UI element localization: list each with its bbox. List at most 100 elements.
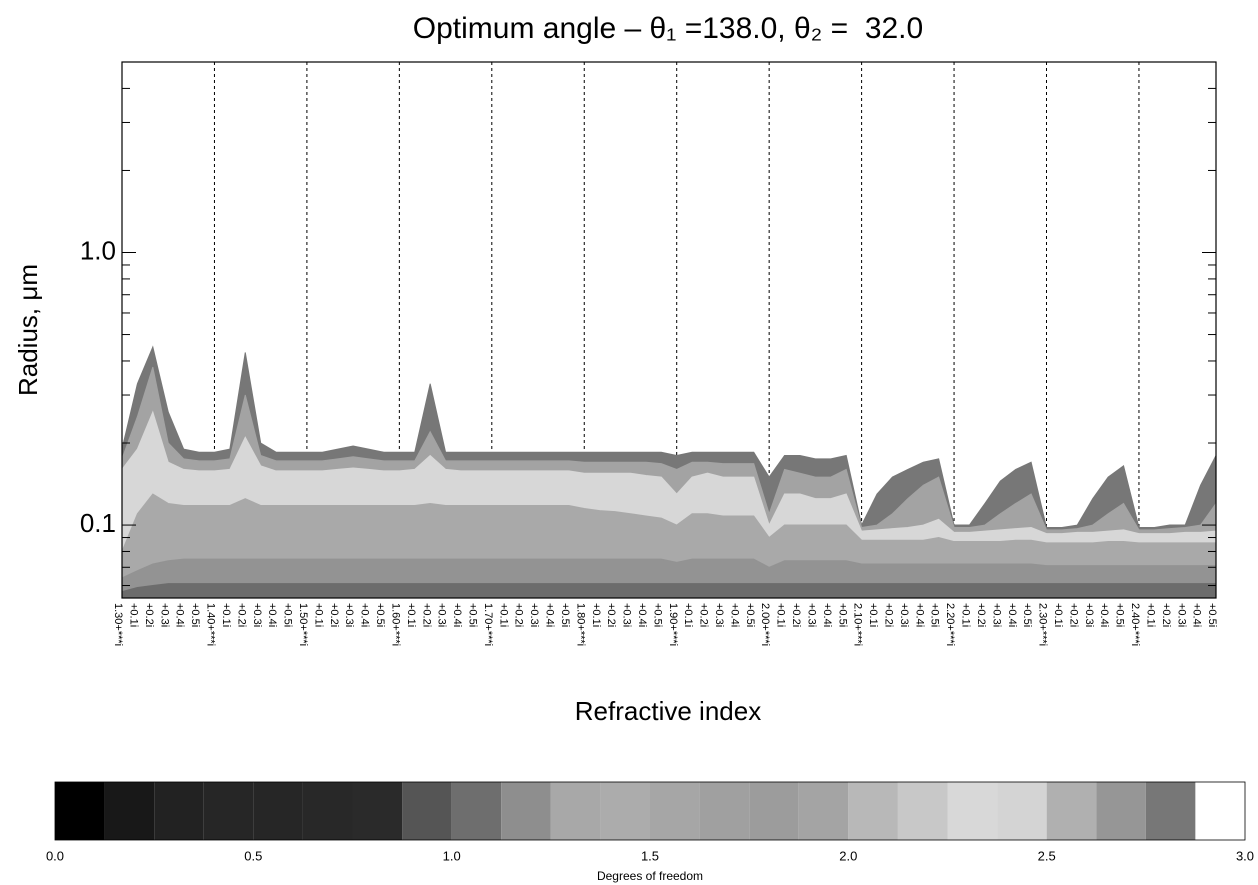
y-tick-label: 0.1 (80, 508, 116, 538)
colorbar-box (600, 782, 650, 840)
x-tick-label: +0.5i (559, 603, 571, 627)
x-tick-label: +0.1i (1144, 603, 1156, 627)
colorbar-tick-label: 2.0 (839, 848, 857, 863)
x-tick-label: +0.2i (790, 603, 802, 627)
x-tick-label: +0.3i (1175, 603, 1187, 627)
x-tick-label: +0.1i (312, 603, 324, 627)
x-tick-label: +0.2i (235, 603, 247, 627)
x-tick-label: +0.2i (143, 603, 155, 627)
x-tick-label: +0.3i (990, 603, 1002, 627)
x-tick-label: +0.5i (744, 603, 756, 627)
x-tick-label: 2.40+***i (1129, 603, 1141, 646)
x-tick-label: +0.3i (805, 603, 817, 627)
x-tick-label: +0.5i (836, 603, 848, 627)
x-tick-label: +0.5i (466, 603, 478, 627)
colorbar-box (848, 782, 898, 840)
x-tick-label: +0.2i (883, 603, 895, 627)
y-axis-title: Radius, μm (13, 264, 43, 396)
colorbar-box (897, 782, 948, 840)
x-tick-label: +0.4i (451, 603, 463, 627)
x-tick-label: +0.4i (544, 603, 556, 627)
x-tick-label: +0.1i (960, 603, 972, 627)
colorbar-tick-label: 2.5 (1038, 848, 1056, 863)
colorbar-box (352, 782, 403, 840)
x-tick-label: 2.30+***i (1037, 603, 1049, 646)
contour-band (122, 583, 1216, 598)
x-tick-label: +0.2i (328, 603, 340, 627)
plot-frame (121, 61, 1217, 599)
x-tick-label: 1.50+***i (297, 603, 309, 646)
x-tick-label: +0.4i (1191, 603, 1203, 627)
x-tick-label: 1.70+***i (482, 603, 494, 646)
colorbar-box (1046, 782, 1097, 840)
y-tick-label: 1.0 (80, 235, 116, 265)
colorbar-box (154, 782, 204, 840)
x-tick-label: +0.3i (251, 603, 263, 627)
x-axis-title: Refractive index (575, 696, 761, 726)
x-tick-label: 2.20+***i (944, 603, 956, 646)
colorbar-tick-label: 1.5 (641, 848, 659, 863)
x-tick-label: +0.1i (867, 603, 879, 627)
x-tick-label: +0.1i (590, 603, 602, 627)
colorbar-box (104, 782, 155, 840)
x-tick-label: +0.2i (420, 603, 432, 627)
x-tick-label: +0.4i (636, 603, 648, 627)
x-tick-label: +0.3i (621, 603, 633, 627)
colorbar-box (1195, 782, 1245, 840)
colorbar-box (451, 782, 502, 840)
x-tick-label: 1.80+***i (574, 603, 586, 646)
x-tick-label: +0.3i (436, 603, 448, 627)
x-tick-label: +0.1i (405, 603, 417, 627)
colorbar-box (749, 782, 799, 840)
x-tick-label: +0.4i (359, 603, 371, 627)
x-tick-label: +0.3i (898, 603, 910, 627)
colorbar-box (798, 782, 849, 840)
x-tick-label: +0.2i (975, 603, 987, 627)
colorbar-box (1145, 782, 1196, 840)
x-tick-label: +0.1i (220, 603, 232, 627)
colorbar-title: Degrees of freedom (597, 869, 703, 883)
colorbar-tick-label: 0.5 (244, 848, 262, 863)
x-tick-label: +0.1i (682, 603, 694, 627)
x-tick-label: +0.4i (266, 603, 278, 627)
x-tick-label: +0.1i (775, 603, 787, 627)
colorbar-box (997, 782, 1047, 840)
x-tick-label: +0.4i (174, 603, 186, 627)
colorbar-box (302, 782, 353, 840)
colorbar-box (650, 782, 700, 840)
x-tick-label: +0.5i (374, 603, 386, 627)
x-tick-label: +0.4i (821, 603, 833, 627)
x-tick-label: 2.10+***i (852, 603, 864, 646)
colorbar-box (253, 782, 303, 840)
x-tick-label: +0.3i (713, 603, 725, 627)
x-tick-label: 1.40+***i (205, 603, 217, 646)
x-tick-label: +0.1i (1052, 603, 1064, 627)
x-tick-label: +0.2i (605, 603, 617, 627)
x-tick-label: +0.1i (497, 603, 509, 627)
x-tick-label: +0.4i (913, 603, 925, 627)
x-tick-label: +0.2i (513, 603, 525, 627)
x-tick-label: +0.3i (158, 603, 170, 627)
x-tick-label: +0.5i (189, 603, 201, 627)
x-tick-label: 1.60+***i (389, 603, 401, 646)
colorbar-tick-label: 1.0 (443, 848, 461, 863)
colorbar-tick-label: 3.0 (1236, 848, 1254, 863)
x-tick-label: +0.2i (1160, 603, 1172, 627)
x-tick-label: 1.90+***i (667, 603, 679, 646)
colorbar-box (203, 782, 254, 840)
colorbar-box (1096, 782, 1146, 840)
chart-title: Optimum angle – θ₁ =138.0, θ₂ = 32.0 (413, 12, 923, 45)
colorbar-tick-label: 0.0 (46, 848, 64, 863)
x-tick-label: +0.5i (1206, 603, 1218, 627)
x-tick-label: +0.4i (1098, 603, 1110, 627)
x-tick-label: +0.5i (929, 603, 941, 627)
colorbar-box (55, 782, 105, 840)
colorbar-frame (54, 781, 1246, 841)
colorbar-box (699, 782, 750, 840)
x-tick-label: +0.2i (1067, 603, 1079, 627)
x-tick-label: +0.5i (282, 603, 294, 627)
colorbar-box (947, 782, 998, 840)
x-tick-label: +0.5i (1114, 603, 1126, 627)
x-tick-label: +0.3i (1083, 603, 1095, 627)
